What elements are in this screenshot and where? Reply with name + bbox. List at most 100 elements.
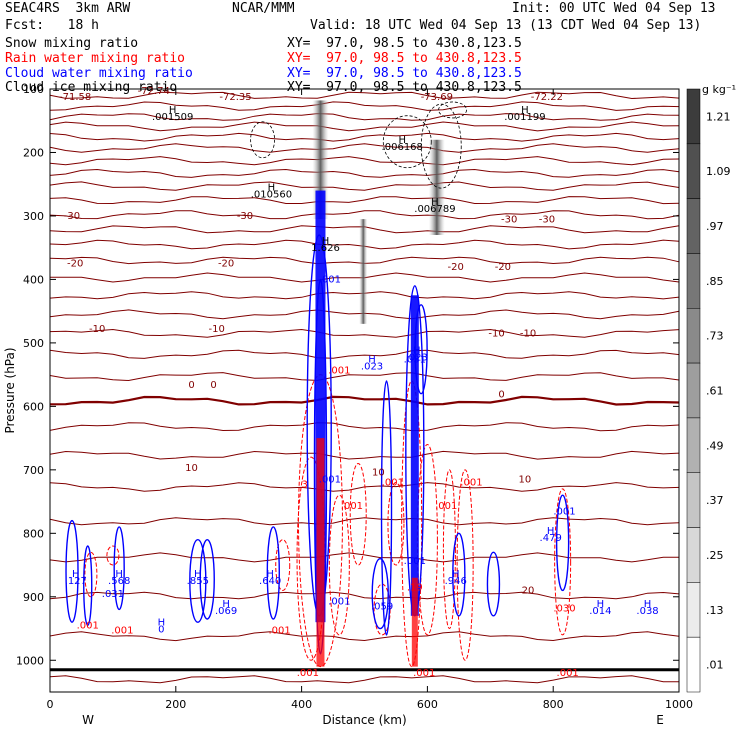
isotherm-label: -30	[237, 211, 253, 222]
extrema-value: .127	[65, 576, 87, 587]
colorbar-segment	[686, 582, 701, 638]
y-tick-label: 900	[23, 591, 44, 604]
cloud-label: .001	[404, 556, 426, 567]
extrema-mark: H	[169, 105, 177, 116]
isotherm-line	[49, 591, 680, 600]
isotherm-label: 0	[188, 380, 194, 391]
isotherm-line	[49, 143, 680, 153]
rain-label: .001	[557, 668, 579, 679]
y-tick-label: 600	[23, 400, 44, 413]
isotherm-line	[49, 328, 680, 338]
cloud-contour	[189, 538, 207, 623]
rain-contour	[106, 545, 120, 566]
extrema-value: .038	[636, 606, 658, 617]
cloud-core	[315, 190, 326, 623]
extrema-value: .640	[259, 576, 281, 587]
extrema-mark: H	[597, 599, 605, 610]
isotherm-label: -20	[448, 262, 464, 273]
isotherm-label: -10	[488, 329, 504, 340]
extrema-value: .855	[187, 576, 209, 587]
extrema-mark: H	[268, 183, 276, 194]
isotherm-label: 0	[210, 380, 216, 391]
extrema-value: .006789	[414, 204, 455, 215]
isotherm-line	[49, 196, 680, 205]
x-tick-label: 200	[165, 698, 186, 711]
cloud-contour	[555, 494, 570, 592]
isotherm-line	[49, 121, 680, 132]
rain-label: .001	[268, 626, 290, 637]
colorbar-segment	[686, 636, 701, 693]
rain-label: .030	[553, 603, 575, 614]
colorbar-segment	[686, 362, 701, 419]
x-tick-label: 1000	[665, 698, 693, 711]
extrema-value: .001509	[152, 112, 193, 123]
colorbar-label: .13	[706, 604, 724, 617]
extrema-value: .023	[361, 362, 383, 373]
cloud-contour	[83, 545, 93, 627]
colorbar-label: .61	[706, 385, 724, 398]
isotherm-label: -71.58	[59, 92, 91, 103]
field-cloud-name: Cloud water mixing ratio	[5, 66, 193, 81]
init-time: Init: 00 UTC Wed 04 Sep 13	[512, 1, 716, 16]
extrema-value: .069	[215, 606, 237, 617]
colorbar-label: 1.09	[706, 165, 731, 178]
rain-contour	[442, 469, 456, 630]
extrema-value: .568	[108, 576, 130, 587]
colorbar-label: .49	[706, 439, 724, 452]
cloud-label: .031	[404, 355, 426, 366]
colorbar-label: .73	[706, 330, 724, 343]
x-tick-label: 400	[291, 698, 312, 711]
colorbar-unit: g kg⁻¹	[702, 83, 736, 96]
isotherm-label: 10	[519, 475, 532, 486]
isotherm-label: -20	[67, 259, 83, 270]
colorbar-segment	[686, 253, 701, 309]
ice-contour	[250, 121, 276, 159]
extrema-mark: H	[194, 569, 202, 580]
cloud-contour	[199, 538, 215, 620]
rain-contour	[416, 443, 438, 636]
x-tick-label: 800	[543, 698, 564, 711]
snow-shading	[359, 219, 368, 324]
isotherm-line	[49, 210, 680, 220]
isotherm-line	[49, 168, 680, 178]
x-end-west: W	[82, 713, 94, 727]
isotherm-line	[49, 395, 680, 406]
extrema-mark: H	[368, 355, 376, 366]
isotherm-label: -72.74	[138, 86, 170, 97]
rain-label: .001	[77, 621, 99, 632]
rain-contour	[456, 469, 474, 661]
rain-label: 3	[302, 480, 308, 491]
rain-label: .001	[328, 365, 350, 376]
cloud-contour	[371, 558, 389, 630]
extrema-mark: H	[72, 569, 80, 580]
extrema-mark: H	[222, 599, 230, 610]
cloud-contour	[65, 519, 79, 623]
isotherm-label: -30	[501, 214, 517, 225]
plot-frame	[49, 88, 680, 693]
ice-contour	[382, 115, 432, 169]
y-tick-label: 200	[23, 146, 44, 159]
extrema-mark: H	[452, 569, 460, 580]
y-tick-label: 1000	[16, 654, 44, 667]
extrema-value: .006168	[382, 142, 423, 153]
cloud-label: .059	[371, 601, 393, 612]
extrema-value: .001199	[504, 112, 545, 123]
snow-shading	[428, 139, 445, 235]
isotherm-line	[49, 132, 680, 142]
rain-label: .001	[382, 478, 404, 489]
cloud-label: .031	[102, 589, 124, 600]
y-tick-label: 800	[23, 527, 44, 540]
extrema-mark: H	[431, 197, 439, 208]
isotherm-line	[49, 91, 680, 100]
rain-label: .19	[407, 582, 423, 593]
isotherm-label: -30	[539, 214, 555, 225]
colorbar-segment	[686, 143, 701, 199]
field-rain-xy: XY= 97.0, 98.5 to 430.8,123.5	[287, 51, 522, 66]
extrema-mark: H	[266, 569, 274, 580]
y-tick-label: 300	[23, 210, 44, 223]
isotherm-label: 0	[498, 389, 504, 400]
cloud-contour	[380, 380, 393, 636]
rain-core	[316, 438, 325, 667]
org-label: NCAR/MMM	[232, 1, 295, 16]
